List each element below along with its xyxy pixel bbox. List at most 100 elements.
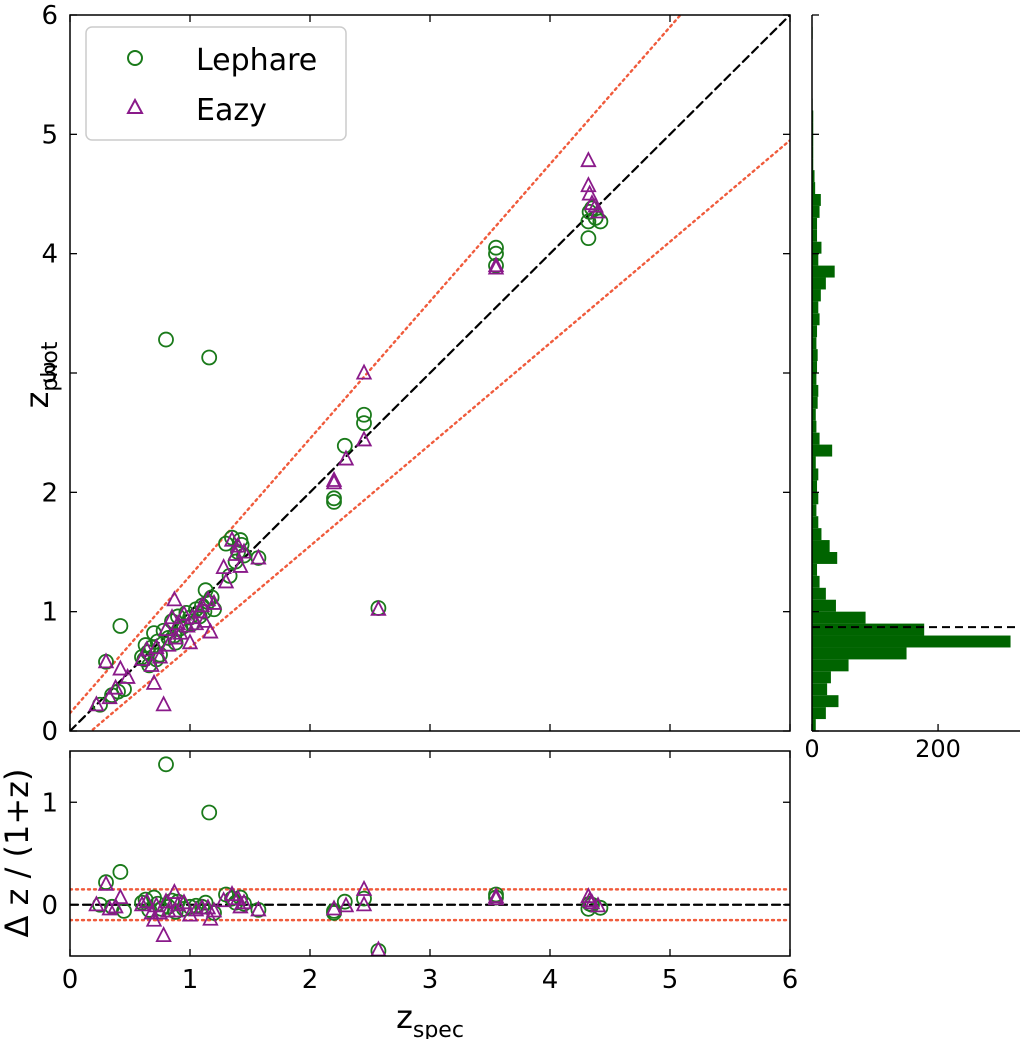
residual-point-eazy xyxy=(355,895,373,912)
legend-lephare-marker xyxy=(127,50,143,66)
histogram-bar xyxy=(812,182,816,194)
main-point-lephare xyxy=(158,331,174,348)
main-ytick-label: 6 xyxy=(41,1,58,31)
histogram-xtick-label: 200 xyxy=(915,735,961,763)
main-point-lephare xyxy=(218,535,234,552)
histogram-bar xyxy=(812,170,815,183)
residual-axes-frame xyxy=(69,750,791,957)
histogram-bar xyxy=(812,289,821,302)
residual-point-eazy xyxy=(169,895,187,912)
residual-point-eazy xyxy=(138,892,156,909)
legend-lephare-label: Lephare xyxy=(196,43,317,78)
histogram-bar xyxy=(812,241,822,254)
residual-point-eazy xyxy=(355,879,373,896)
residual-point-eazy xyxy=(337,896,355,913)
residual-point-lephare xyxy=(158,756,174,773)
main-ytick-label: 1 xyxy=(41,598,58,628)
legend-box xyxy=(85,26,347,141)
residual-point-eazy xyxy=(187,900,205,917)
residual-point-eazy xyxy=(112,888,129,905)
x-tick-label: 4 xyxy=(542,965,559,995)
legend-eazy-label: Eazy xyxy=(196,93,267,128)
residual-ytick-label: 0 xyxy=(41,891,58,921)
histogram-bar xyxy=(812,504,817,517)
main-point-eazy xyxy=(205,593,223,610)
main-point-lephare xyxy=(592,213,609,230)
residual-point-lephare xyxy=(197,894,214,911)
histogram-bar xyxy=(812,384,819,397)
main-point-eazy xyxy=(215,558,232,575)
histogram-bar xyxy=(812,719,816,731)
main-point-lephare xyxy=(580,230,597,247)
histogram-bars xyxy=(812,26,1011,731)
residual-point-eazy xyxy=(487,889,505,906)
residual-point-eazy xyxy=(205,901,223,918)
main-point-eazy xyxy=(202,622,219,639)
residual-point-eazy xyxy=(107,897,124,914)
histogram-bar xyxy=(812,468,819,481)
main-point-eazy xyxy=(138,640,156,657)
main-point-eazy xyxy=(148,637,165,654)
x-axis-label-sub: spec xyxy=(413,1018,464,1039)
main-point-eazy xyxy=(580,151,597,168)
main-point-eazy xyxy=(583,194,601,211)
main-point-eazy xyxy=(580,176,597,193)
histogram-bar xyxy=(812,659,849,672)
histogram-bar xyxy=(812,337,817,350)
histogram-bar xyxy=(812,444,833,457)
histogram-bar xyxy=(812,205,820,218)
main-point-eazy xyxy=(143,655,160,672)
main-point-lephare xyxy=(326,493,342,510)
main-ytick-label: 4 xyxy=(41,240,58,270)
main-scatter-points xyxy=(88,151,609,713)
histogram-bar xyxy=(812,456,816,469)
residual-ticks: 0 1 2 3 4 5 6 0 1 xyxy=(41,751,798,995)
histogram-bar xyxy=(812,575,820,588)
main-point-eazy xyxy=(196,611,213,628)
main-ytick-label: 3 xyxy=(41,359,58,389)
main-point-eazy xyxy=(112,659,129,676)
main-point-eazy xyxy=(250,548,267,565)
main-point-eazy xyxy=(232,556,249,573)
histogram-bar xyxy=(812,301,819,314)
main-point-eazy xyxy=(167,628,184,645)
residual-point-lephare xyxy=(201,804,218,821)
main-point-eazy xyxy=(223,530,241,547)
main-point-lephare xyxy=(356,415,372,432)
histogram-bar xyxy=(812,194,821,206)
main-point-lephare xyxy=(488,239,504,256)
residual-point-eazy xyxy=(325,899,343,916)
histogram-bar xyxy=(812,623,925,636)
histogram-bar xyxy=(812,671,831,684)
main-point-eazy xyxy=(487,258,505,275)
y-axis-label-main: z xyxy=(18,392,56,409)
x-tick-label: 3 xyxy=(422,965,439,995)
residual-point-eazy xyxy=(232,897,249,914)
histogram-bar xyxy=(812,253,819,266)
main-point-lephare xyxy=(336,437,353,454)
histogram-bar xyxy=(812,695,839,708)
histogram-bar xyxy=(812,647,907,660)
main-point-eazy xyxy=(133,649,151,666)
residual-point-lephare xyxy=(336,893,353,910)
y-axis-label: zphot xyxy=(18,341,63,408)
main-line-upper-outlier-limit xyxy=(70,15,683,715)
histogram-ticks: 0 200 xyxy=(804,14,961,763)
histogram-bar xyxy=(812,540,830,552)
residual-point-eazy xyxy=(166,882,183,899)
histogram-bar xyxy=(812,313,820,326)
main-ticks: 0 1 2 3 4 5 6 xyxy=(41,1,791,747)
x-tick-label: 5 xyxy=(662,965,679,995)
histogram-bar xyxy=(812,492,819,505)
histogram-xtick-label: 0 xyxy=(804,735,819,763)
main-point-lephare xyxy=(112,618,129,634)
main-point-eazy xyxy=(355,430,373,447)
histogram-bar xyxy=(812,635,1011,648)
residual-point-eazy xyxy=(487,887,505,904)
histogram-panel: 0 200 xyxy=(804,14,1020,763)
x-tick-label: 0 xyxy=(62,965,79,995)
main-point-eazy xyxy=(155,695,172,712)
histogram-bar xyxy=(812,599,836,612)
main-ytick-label: 0 xyxy=(41,717,58,747)
